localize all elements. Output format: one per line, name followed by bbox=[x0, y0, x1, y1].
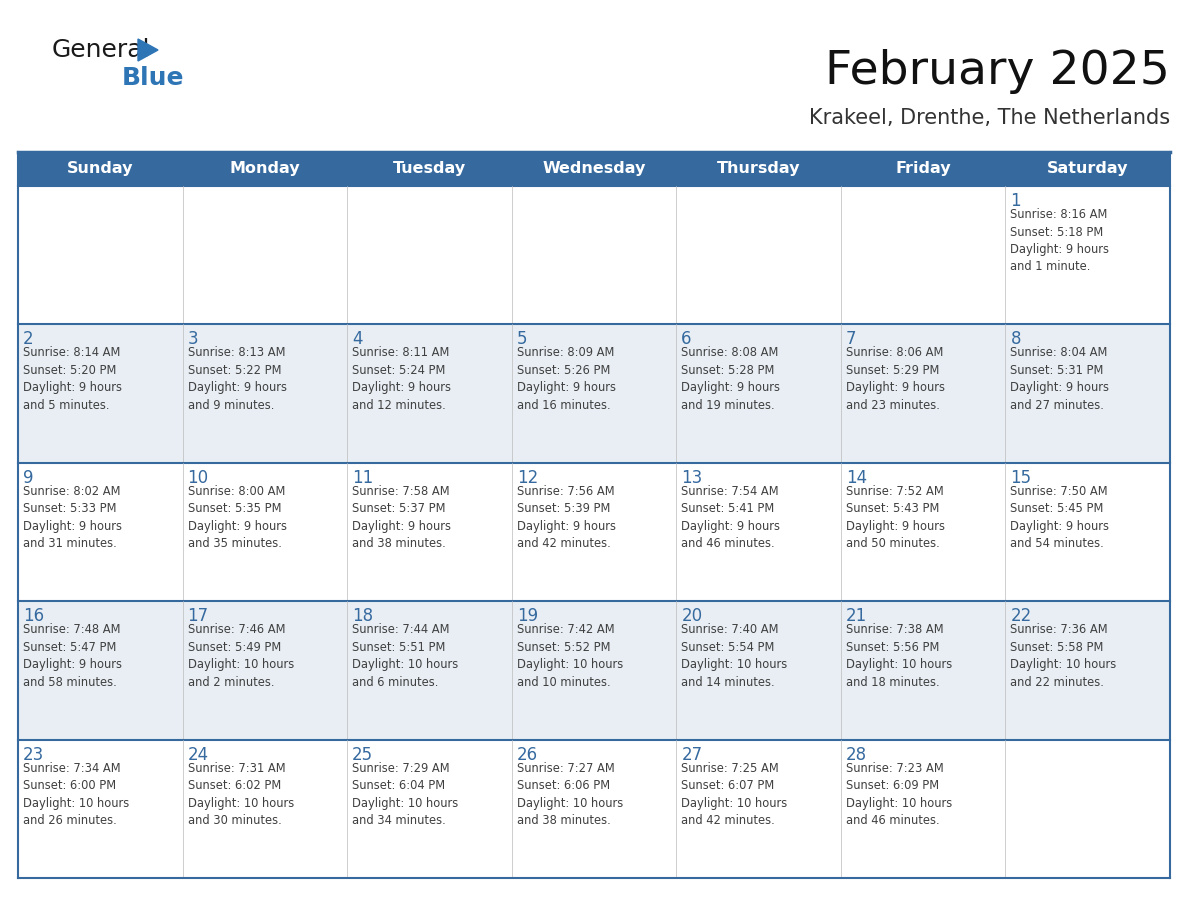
Bar bbox=[18, 186, 1170, 324]
Text: 10: 10 bbox=[188, 469, 209, 487]
Text: 22: 22 bbox=[1011, 607, 1031, 625]
Text: 28: 28 bbox=[846, 745, 867, 764]
Text: Sunrise: 7:31 AM
Sunset: 6:02 PM
Daylight: 10 hours
and 30 minutes.: Sunrise: 7:31 AM Sunset: 6:02 PM Dayligh… bbox=[188, 762, 293, 827]
Bar bbox=[18, 324, 1170, 463]
Text: Sunrise: 7:50 AM
Sunset: 5:45 PM
Daylight: 9 hours
and 54 minutes.: Sunrise: 7:50 AM Sunset: 5:45 PM Dayligh… bbox=[1011, 485, 1110, 550]
Text: Sunrise: 8:02 AM
Sunset: 5:33 PM
Daylight: 9 hours
and 31 minutes.: Sunrise: 8:02 AM Sunset: 5:33 PM Dayligh… bbox=[23, 485, 122, 550]
Text: Sunrise: 7:38 AM
Sunset: 5:56 PM
Daylight: 10 hours
and 18 minutes.: Sunrise: 7:38 AM Sunset: 5:56 PM Dayligh… bbox=[846, 623, 952, 688]
Text: 2: 2 bbox=[23, 330, 33, 349]
Text: Sunrise: 8:06 AM
Sunset: 5:29 PM
Daylight: 9 hours
and 23 minutes.: Sunrise: 8:06 AM Sunset: 5:29 PM Dayligh… bbox=[846, 346, 944, 412]
Text: Sunrise: 7:23 AM
Sunset: 6:09 PM
Daylight: 10 hours
and 46 minutes.: Sunrise: 7:23 AM Sunset: 6:09 PM Dayligh… bbox=[846, 762, 952, 827]
Text: Thursday: Thursday bbox=[716, 162, 801, 176]
Text: 3: 3 bbox=[188, 330, 198, 349]
Text: 26: 26 bbox=[517, 745, 538, 764]
Text: 24: 24 bbox=[188, 745, 209, 764]
Text: 1: 1 bbox=[1011, 192, 1020, 210]
Text: Sunrise: 8:13 AM
Sunset: 5:22 PM
Daylight: 9 hours
and 9 minutes.: Sunrise: 8:13 AM Sunset: 5:22 PM Dayligh… bbox=[188, 346, 286, 412]
Text: Sunrise: 7:34 AM
Sunset: 6:00 PM
Daylight: 10 hours
and 26 minutes.: Sunrise: 7:34 AM Sunset: 6:00 PM Dayligh… bbox=[23, 762, 129, 827]
Text: Sunrise: 7:54 AM
Sunset: 5:41 PM
Daylight: 9 hours
and 46 minutes.: Sunrise: 7:54 AM Sunset: 5:41 PM Dayligh… bbox=[681, 485, 781, 550]
Text: 14: 14 bbox=[846, 469, 867, 487]
Bar bbox=[18, 740, 1170, 878]
Text: Sunrise: 7:29 AM
Sunset: 6:04 PM
Daylight: 10 hours
and 34 minutes.: Sunrise: 7:29 AM Sunset: 6:04 PM Dayligh… bbox=[352, 762, 459, 827]
Text: Sunrise: 7:44 AM
Sunset: 5:51 PM
Daylight: 10 hours
and 6 minutes.: Sunrise: 7:44 AM Sunset: 5:51 PM Dayligh… bbox=[352, 623, 459, 688]
Text: Sunrise: 7:42 AM
Sunset: 5:52 PM
Daylight: 10 hours
and 10 minutes.: Sunrise: 7:42 AM Sunset: 5:52 PM Dayligh… bbox=[517, 623, 623, 688]
Text: Sunrise: 8:16 AM
Sunset: 5:18 PM
Daylight: 9 hours
and 1 minute.: Sunrise: 8:16 AM Sunset: 5:18 PM Dayligh… bbox=[1011, 208, 1110, 274]
Text: Sunrise: 7:27 AM
Sunset: 6:06 PM
Daylight: 10 hours
and 38 minutes.: Sunrise: 7:27 AM Sunset: 6:06 PM Dayligh… bbox=[517, 762, 623, 827]
Text: Wednesday: Wednesday bbox=[542, 162, 646, 176]
Text: 15: 15 bbox=[1011, 469, 1031, 487]
Text: Krakeel, Drenthe, The Netherlands: Krakeel, Drenthe, The Netherlands bbox=[809, 108, 1170, 128]
Text: Friday: Friday bbox=[896, 162, 950, 176]
Bar bbox=[18, 152, 1170, 186]
Text: Sunrise: 8:11 AM
Sunset: 5:24 PM
Daylight: 9 hours
and 12 minutes.: Sunrise: 8:11 AM Sunset: 5:24 PM Dayligh… bbox=[352, 346, 451, 412]
Text: 12: 12 bbox=[517, 469, 538, 487]
Text: 18: 18 bbox=[352, 607, 373, 625]
Text: 21: 21 bbox=[846, 607, 867, 625]
Text: Sunrise: 7:48 AM
Sunset: 5:47 PM
Daylight: 9 hours
and 58 minutes.: Sunrise: 7:48 AM Sunset: 5:47 PM Dayligh… bbox=[23, 623, 122, 688]
Text: 19: 19 bbox=[517, 607, 538, 625]
Text: 27: 27 bbox=[681, 745, 702, 764]
Text: February 2025: February 2025 bbox=[826, 50, 1170, 95]
Text: Blue: Blue bbox=[122, 66, 184, 90]
Text: General: General bbox=[52, 38, 151, 62]
Text: 8: 8 bbox=[1011, 330, 1020, 349]
Text: Sunrise: 7:40 AM
Sunset: 5:54 PM
Daylight: 10 hours
and 14 minutes.: Sunrise: 7:40 AM Sunset: 5:54 PM Dayligh… bbox=[681, 623, 788, 688]
Text: Sunrise: 7:52 AM
Sunset: 5:43 PM
Daylight: 9 hours
and 50 minutes.: Sunrise: 7:52 AM Sunset: 5:43 PM Dayligh… bbox=[846, 485, 944, 550]
Text: Sunrise: 7:36 AM
Sunset: 5:58 PM
Daylight: 10 hours
and 22 minutes.: Sunrise: 7:36 AM Sunset: 5:58 PM Dayligh… bbox=[1011, 623, 1117, 688]
Text: Sunday: Sunday bbox=[67, 162, 133, 176]
Text: Monday: Monday bbox=[229, 162, 301, 176]
Text: 6: 6 bbox=[681, 330, 691, 349]
Text: Sunrise: 7:25 AM
Sunset: 6:07 PM
Daylight: 10 hours
and 42 minutes.: Sunrise: 7:25 AM Sunset: 6:07 PM Dayligh… bbox=[681, 762, 788, 827]
Text: Sunrise: 8:14 AM
Sunset: 5:20 PM
Daylight: 9 hours
and 5 minutes.: Sunrise: 8:14 AM Sunset: 5:20 PM Dayligh… bbox=[23, 346, 122, 412]
Text: 7: 7 bbox=[846, 330, 857, 349]
Text: Sunrise: 8:00 AM
Sunset: 5:35 PM
Daylight: 9 hours
and 35 minutes.: Sunrise: 8:00 AM Sunset: 5:35 PM Dayligh… bbox=[188, 485, 286, 550]
Text: Sunrise: 8:08 AM
Sunset: 5:28 PM
Daylight: 9 hours
and 19 minutes.: Sunrise: 8:08 AM Sunset: 5:28 PM Dayligh… bbox=[681, 346, 781, 412]
Bar bbox=[18, 601, 1170, 740]
Text: 25: 25 bbox=[352, 745, 373, 764]
Bar bbox=[18, 463, 1170, 601]
Text: 4: 4 bbox=[352, 330, 362, 349]
Text: Saturday: Saturday bbox=[1047, 162, 1129, 176]
Text: 11: 11 bbox=[352, 469, 373, 487]
Text: Sunrise: 7:46 AM
Sunset: 5:49 PM
Daylight: 10 hours
and 2 minutes.: Sunrise: 7:46 AM Sunset: 5:49 PM Dayligh… bbox=[188, 623, 293, 688]
Text: 17: 17 bbox=[188, 607, 209, 625]
Text: 13: 13 bbox=[681, 469, 702, 487]
Text: Tuesday: Tuesday bbox=[393, 162, 466, 176]
Text: Sunrise: 8:04 AM
Sunset: 5:31 PM
Daylight: 9 hours
and 27 minutes.: Sunrise: 8:04 AM Sunset: 5:31 PM Dayligh… bbox=[1011, 346, 1110, 412]
Text: 20: 20 bbox=[681, 607, 702, 625]
Text: Sunrise: 7:58 AM
Sunset: 5:37 PM
Daylight: 9 hours
and 38 minutes.: Sunrise: 7:58 AM Sunset: 5:37 PM Dayligh… bbox=[352, 485, 451, 550]
Text: 5: 5 bbox=[517, 330, 527, 349]
Text: 16: 16 bbox=[23, 607, 44, 625]
Text: Sunrise: 7:56 AM
Sunset: 5:39 PM
Daylight: 9 hours
and 42 minutes.: Sunrise: 7:56 AM Sunset: 5:39 PM Dayligh… bbox=[517, 485, 615, 550]
Text: 23: 23 bbox=[23, 745, 44, 764]
Text: Sunrise: 8:09 AM
Sunset: 5:26 PM
Daylight: 9 hours
and 16 minutes.: Sunrise: 8:09 AM Sunset: 5:26 PM Dayligh… bbox=[517, 346, 615, 412]
Polygon shape bbox=[138, 39, 158, 61]
Text: 9: 9 bbox=[23, 469, 33, 487]
